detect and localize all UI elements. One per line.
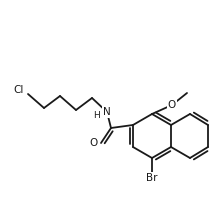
Text: Br: Br: [146, 173, 158, 183]
Text: O: O: [168, 100, 176, 110]
Text: O: O: [89, 138, 97, 148]
Text: N: N: [103, 107, 111, 117]
Text: Cl: Cl: [14, 85, 24, 95]
Text: H: H: [94, 112, 100, 120]
